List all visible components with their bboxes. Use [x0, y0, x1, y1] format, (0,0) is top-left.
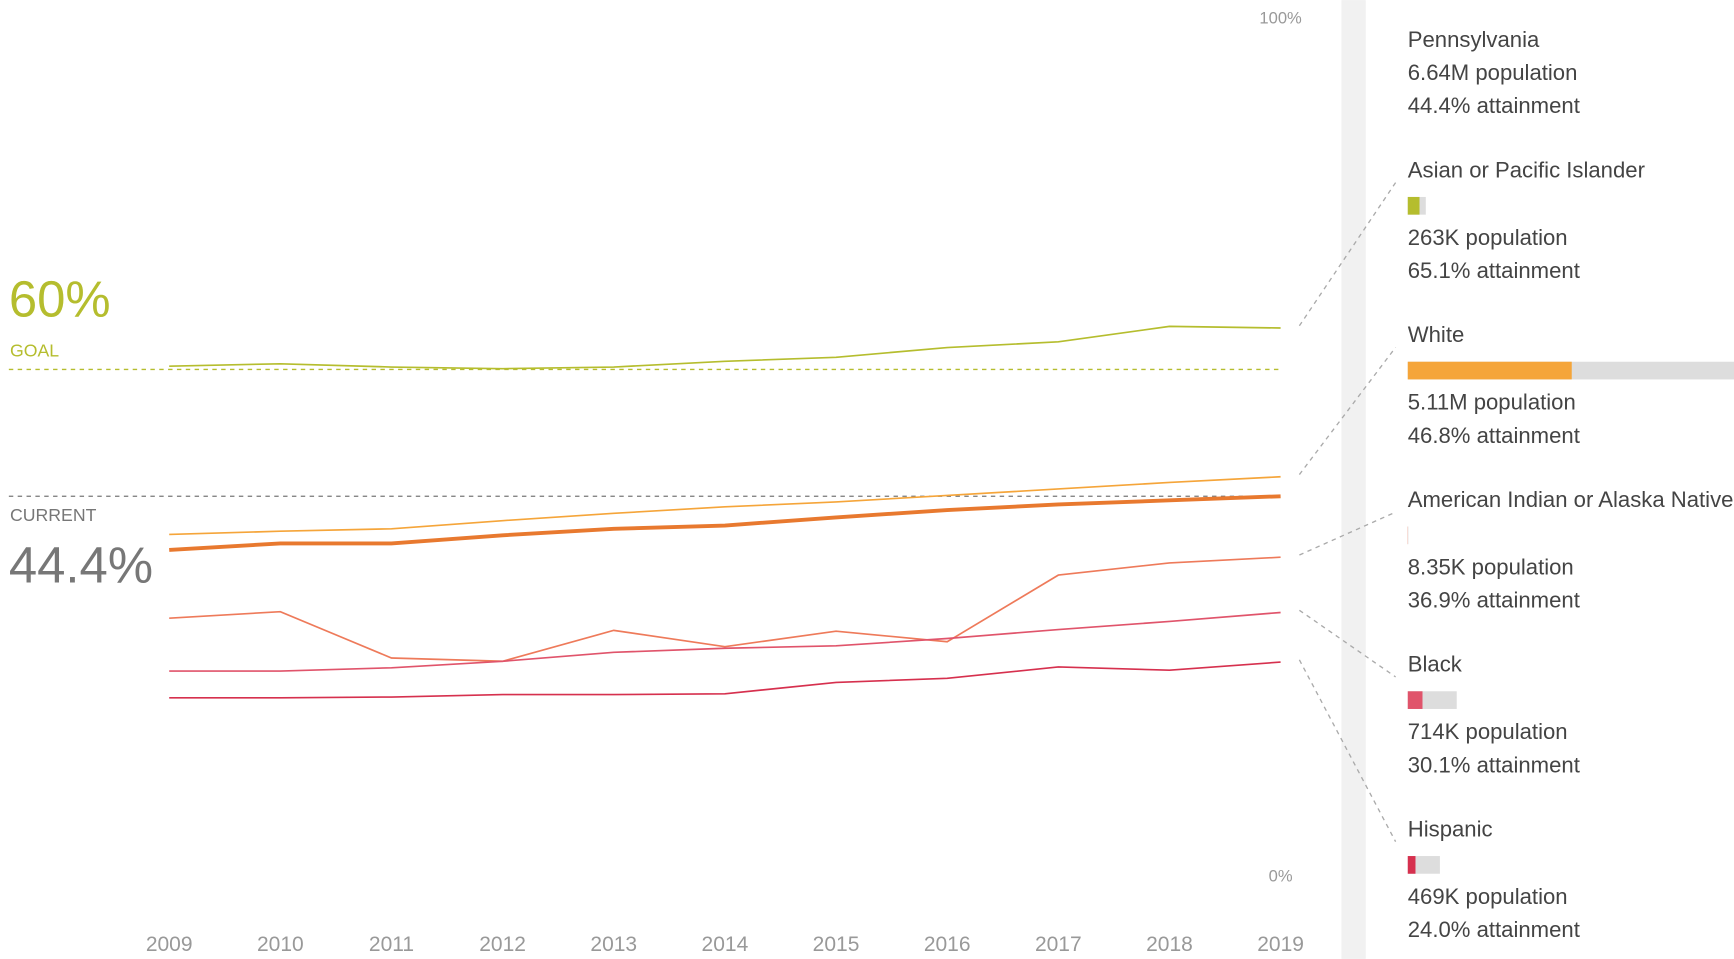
- series-line: [169, 556, 1281, 663]
- legend-population: 6.64M population: [1408, 60, 1578, 85]
- connector: [1298, 659, 1397, 842]
- x-tick-label: 2009: [146, 933, 193, 956]
- panel-divider: [1341, 0, 1366, 959]
- legend-name: Pennsylvania: [1408, 27, 1540, 52]
- connector: [1299, 609, 1396, 678]
- series-line: [169, 661, 1281, 699]
- legend-attainment: 65.1% attainment: [1408, 258, 1580, 283]
- legend-name: Hispanic: [1408, 816, 1493, 841]
- connector: [1298, 346, 1397, 475]
- legend-attainment: 46.8% attainment: [1408, 423, 1580, 448]
- attainment-bar: [1407, 196, 1420, 215]
- legend-attainment: 36.9% attainment: [1408, 588, 1580, 613]
- x-tick-label: 2018: [1146, 933, 1193, 956]
- legend-population: 263K population: [1408, 225, 1568, 250]
- y-tick-label: 100%: [1259, 8, 1302, 27]
- legend-population: 5.11M population: [1408, 390, 1576, 415]
- x-tick-label: 2010: [257, 933, 304, 956]
- reference-name: GOAL: [10, 340, 59, 360]
- attainment-bar: [1407, 691, 1423, 709]
- series-line: [169, 611, 1281, 672]
- y-tick-label: 0%: [1269, 866, 1293, 885]
- series-line: [169, 325, 1281, 370]
- population-bar: [1407, 526, 1409, 545]
- reference-value: 44.4%: [9, 537, 153, 594]
- x-tick-label: 2016: [924, 933, 971, 956]
- x-tick-label: 2011: [369, 933, 414, 956]
- legend-population: 469K population: [1408, 884, 1568, 909]
- x-tick-label: 2017: [1035, 933, 1082, 956]
- x-tick-label: 2019: [1257, 933, 1304, 956]
- x-tick-label: 2012: [479, 933, 526, 956]
- reference-name: CURRENT: [10, 505, 97, 525]
- x-tick-label: 2015: [813, 933, 860, 956]
- legend-name: White: [1408, 322, 1465, 347]
- population-bar: [1407, 856, 1440, 874]
- legend-attainment: 30.1% attainment: [1408, 752, 1580, 777]
- legend-population: 714K population: [1408, 719, 1568, 744]
- attainment-bar: [1407, 856, 1416, 874]
- legend-attainment: 44.4% attainment: [1408, 93, 1580, 118]
- series-line: [169, 475, 1281, 536]
- legend-name: Black: [1408, 652, 1463, 677]
- legend-population: 8.35K population: [1408, 554, 1574, 579]
- attainment-bar: [1407, 361, 1572, 380]
- legend-name: Asian or Pacific Islander: [1408, 157, 1645, 182]
- x-tick-label: 2013: [590, 933, 637, 956]
- series-line: [169, 494, 1281, 552]
- x-tick-label: 2014: [702, 933, 749, 956]
- reference-value: 60%: [9, 271, 111, 328]
- legend-attainment: 24.0% attainment: [1408, 917, 1580, 942]
- legend-name: American Indian or Alaska Native: [1408, 487, 1734, 512]
- connector: [1298, 182, 1397, 327]
